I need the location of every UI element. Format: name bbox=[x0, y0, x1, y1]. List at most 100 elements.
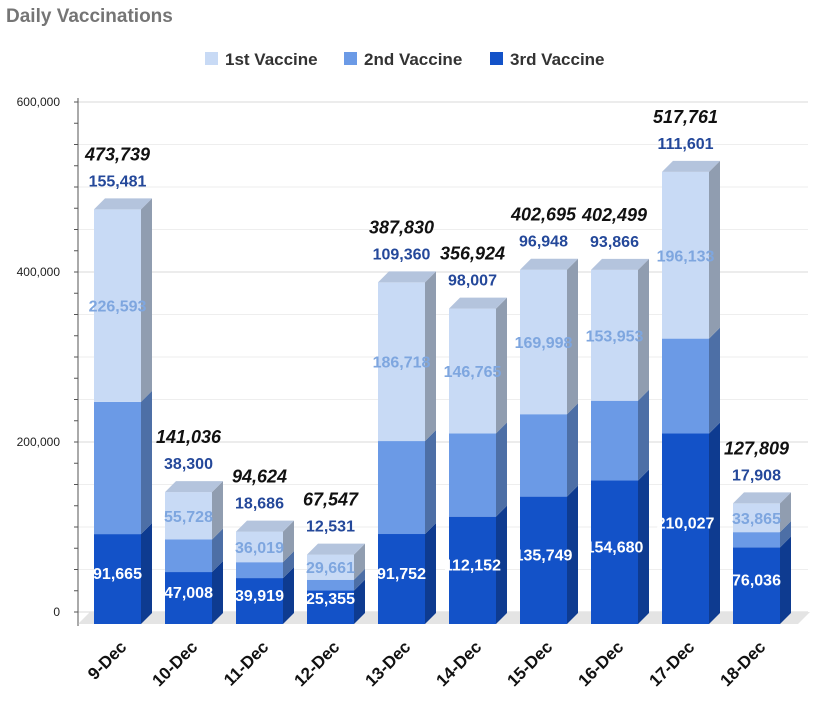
bar-segment-1st-vaccine bbox=[94, 198, 152, 402]
bar-front bbox=[236, 562, 283, 579]
bar-side bbox=[425, 271, 436, 442]
x-tick-label: 15-Dec bbox=[503, 637, 556, 690]
bar-side bbox=[567, 258, 578, 415]
bar-top bbox=[307, 543, 365, 555]
y-tick-label: 0 bbox=[53, 605, 60, 619]
value-label-1st-vaccine: 186,718 bbox=[373, 355, 431, 372]
x-tick-label: 17-Dec bbox=[645, 637, 698, 690]
bar-segment-1st-vaccine bbox=[520, 258, 578, 415]
bar-front bbox=[591, 400, 638, 481]
bar-front bbox=[165, 492, 212, 540]
bar-segment-1st-vaccine bbox=[733, 492, 791, 533]
bar-front bbox=[378, 534, 425, 624]
bar-segment-2nd-vaccine bbox=[307, 568, 365, 591]
x-tick-label: 14-Dec bbox=[432, 637, 485, 690]
value-label-1st-vaccine: 33,865 bbox=[732, 511, 781, 528]
legend-item-3rd-vaccine: 3rd Vaccine bbox=[490, 50, 605, 69]
bar-segment-2nd-vaccine bbox=[94, 390, 152, 535]
bar-segment-1st-vaccine bbox=[165, 481, 223, 540]
total-label: 387,830 bbox=[369, 217, 434, 237]
value-label-3rd-vaccine: 91,752 bbox=[377, 566, 426, 583]
bar-segment-3rd-vaccine bbox=[378, 523, 436, 624]
value-label-2nd-vaccine: 12,531 bbox=[306, 519, 355, 536]
value-label-3rd-vaccine: 112,152 bbox=[444, 557, 501, 574]
x-tick-label: 9-Dec bbox=[84, 637, 130, 683]
legend-item-1st-vaccine: 1st Vaccine bbox=[205, 50, 318, 69]
bar-front bbox=[733, 503, 780, 533]
total-label: 141,036 bbox=[156, 427, 222, 447]
x-tick-label: 13-Dec bbox=[361, 637, 414, 690]
bar-side bbox=[141, 523, 152, 624]
legend-item-2nd-vaccine: 2nd Vaccine bbox=[344, 50, 462, 69]
value-label-3rd-vaccine: 154,680 bbox=[586, 539, 644, 556]
bar-segment-2nd-vaccine bbox=[449, 422, 507, 517]
bar-segment-2nd-vaccine bbox=[236, 551, 294, 579]
bar-side bbox=[212, 481, 223, 540]
value-label-2nd-vaccine: 109,360 bbox=[373, 246, 431, 263]
bar-top bbox=[165, 481, 223, 493]
data-labels: 91,665 226,593 155,481 473,739 47,008 55,728 3… bbox=[84, 107, 789, 608]
total-label: 356,924 bbox=[440, 244, 505, 264]
bar-front bbox=[378, 441, 425, 535]
value-label-3rd-vaccine: 135,749 bbox=[515, 547, 573, 564]
bar-segment-1st-vaccine bbox=[307, 543, 365, 580]
y-axis: 0 200,000 400,000 600,000 bbox=[17, 95, 79, 626]
bar-front bbox=[307, 579, 354, 591]
value-label-2nd-vaccine: 96,948 bbox=[519, 234, 568, 251]
bar-top bbox=[449, 297, 507, 309]
value-label-1st-vaccine: 226,593 bbox=[89, 299, 147, 316]
bar-segment-1st-vaccine bbox=[378, 271, 436, 442]
bar-side bbox=[496, 422, 507, 517]
bar-front bbox=[449, 516, 496, 624]
bar-front bbox=[236, 531, 283, 563]
bar-segment-2nd-vaccine bbox=[520, 403, 578, 497]
bar-side bbox=[567, 485, 578, 624]
bar-front bbox=[520, 414, 567, 497]
chart-title: Daily Vaccinations bbox=[6, 6, 173, 27]
bar-front bbox=[449, 433, 496, 517]
value-label-2nd-vaccine: 93,866 bbox=[590, 234, 639, 251]
bar-top bbox=[662, 160, 720, 172]
bar-front bbox=[662, 338, 709, 434]
bar-side bbox=[354, 579, 365, 624]
bar-front bbox=[520, 496, 567, 624]
value-label-2nd-vaccine: 111,601 bbox=[657, 136, 713, 153]
bar-segment-3rd-vaccine bbox=[449, 505, 507, 624]
legend-label: 2nd Vaccine bbox=[364, 50, 462, 69]
value-label-3rd-vaccine: 76,036 bbox=[732, 573, 781, 590]
bar-side bbox=[283, 551, 294, 579]
bar-side bbox=[283, 520, 294, 563]
value-label-1st-vaccine: 153,953 bbox=[586, 328, 644, 345]
value-label-3rd-vaccine: 47,008 bbox=[164, 585, 213, 602]
bar-segment-3rd-vaccine bbox=[662, 422, 720, 624]
total-label: 402,695 bbox=[510, 205, 577, 225]
value-label-1st-vaccine: 29,661 bbox=[306, 560, 355, 577]
value-label-3rd-vaccine: 210,027 bbox=[657, 516, 715, 533]
bar-side bbox=[638, 258, 649, 401]
bar-segment-3rd-vaccine bbox=[591, 469, 649, 624]
bar-side bbox=[141, 390, 152, 535]
bar-front bbox=[236, 578, 283, 624]
bar-segment-2nd-vaccine bbox=[733, 521, 791, 548]
bar-side bbox=[780, 521, 791, 548]
bar-side bbox=[638, 389, 649, 481]
x-tick-label: 11-Dec bbox=[220, 637, 272, 689]
y-tick-label: 400,000 bbox=[17, 265, 61, 279]
value-label-1st-vaccine: 169,998 bbox=[515, 335, 573, 352]
bars bbox=[94, 160, 791, 624]
bar-front bbox=[307, 590, 354, 624]
bar-front bbox=[591, 480, 638, 624]
legend-swatch bbox=[205, 52, 218, 65]
bar-front bbox=[591, 269, 638, 401]
chart-legend: 1st Vaccine 2nd Vaccine 3rd Vaccine bbox=[205, 50, 605, 69]
bar-side bbox=[212, 561, 223, 624]
value-label-2nd-vaccine: 38,300 bbox=[164, 456, 213, 473]
value-label-1st-vaccine: 36,019 bbox=[235, 540, 284, 557]
bar-segment-3rd-vaccine bbox=[733, 536, 791, 624]
total-label: 517,761 bbox=[653, 107, 718, 127]
bar-side bbox=[354, 543, 365, 580]
bar-segment-3rd-vaccine bbox=[165, 561, 223, 624]
bar-front bbox=[449, 308, 496, 434]
